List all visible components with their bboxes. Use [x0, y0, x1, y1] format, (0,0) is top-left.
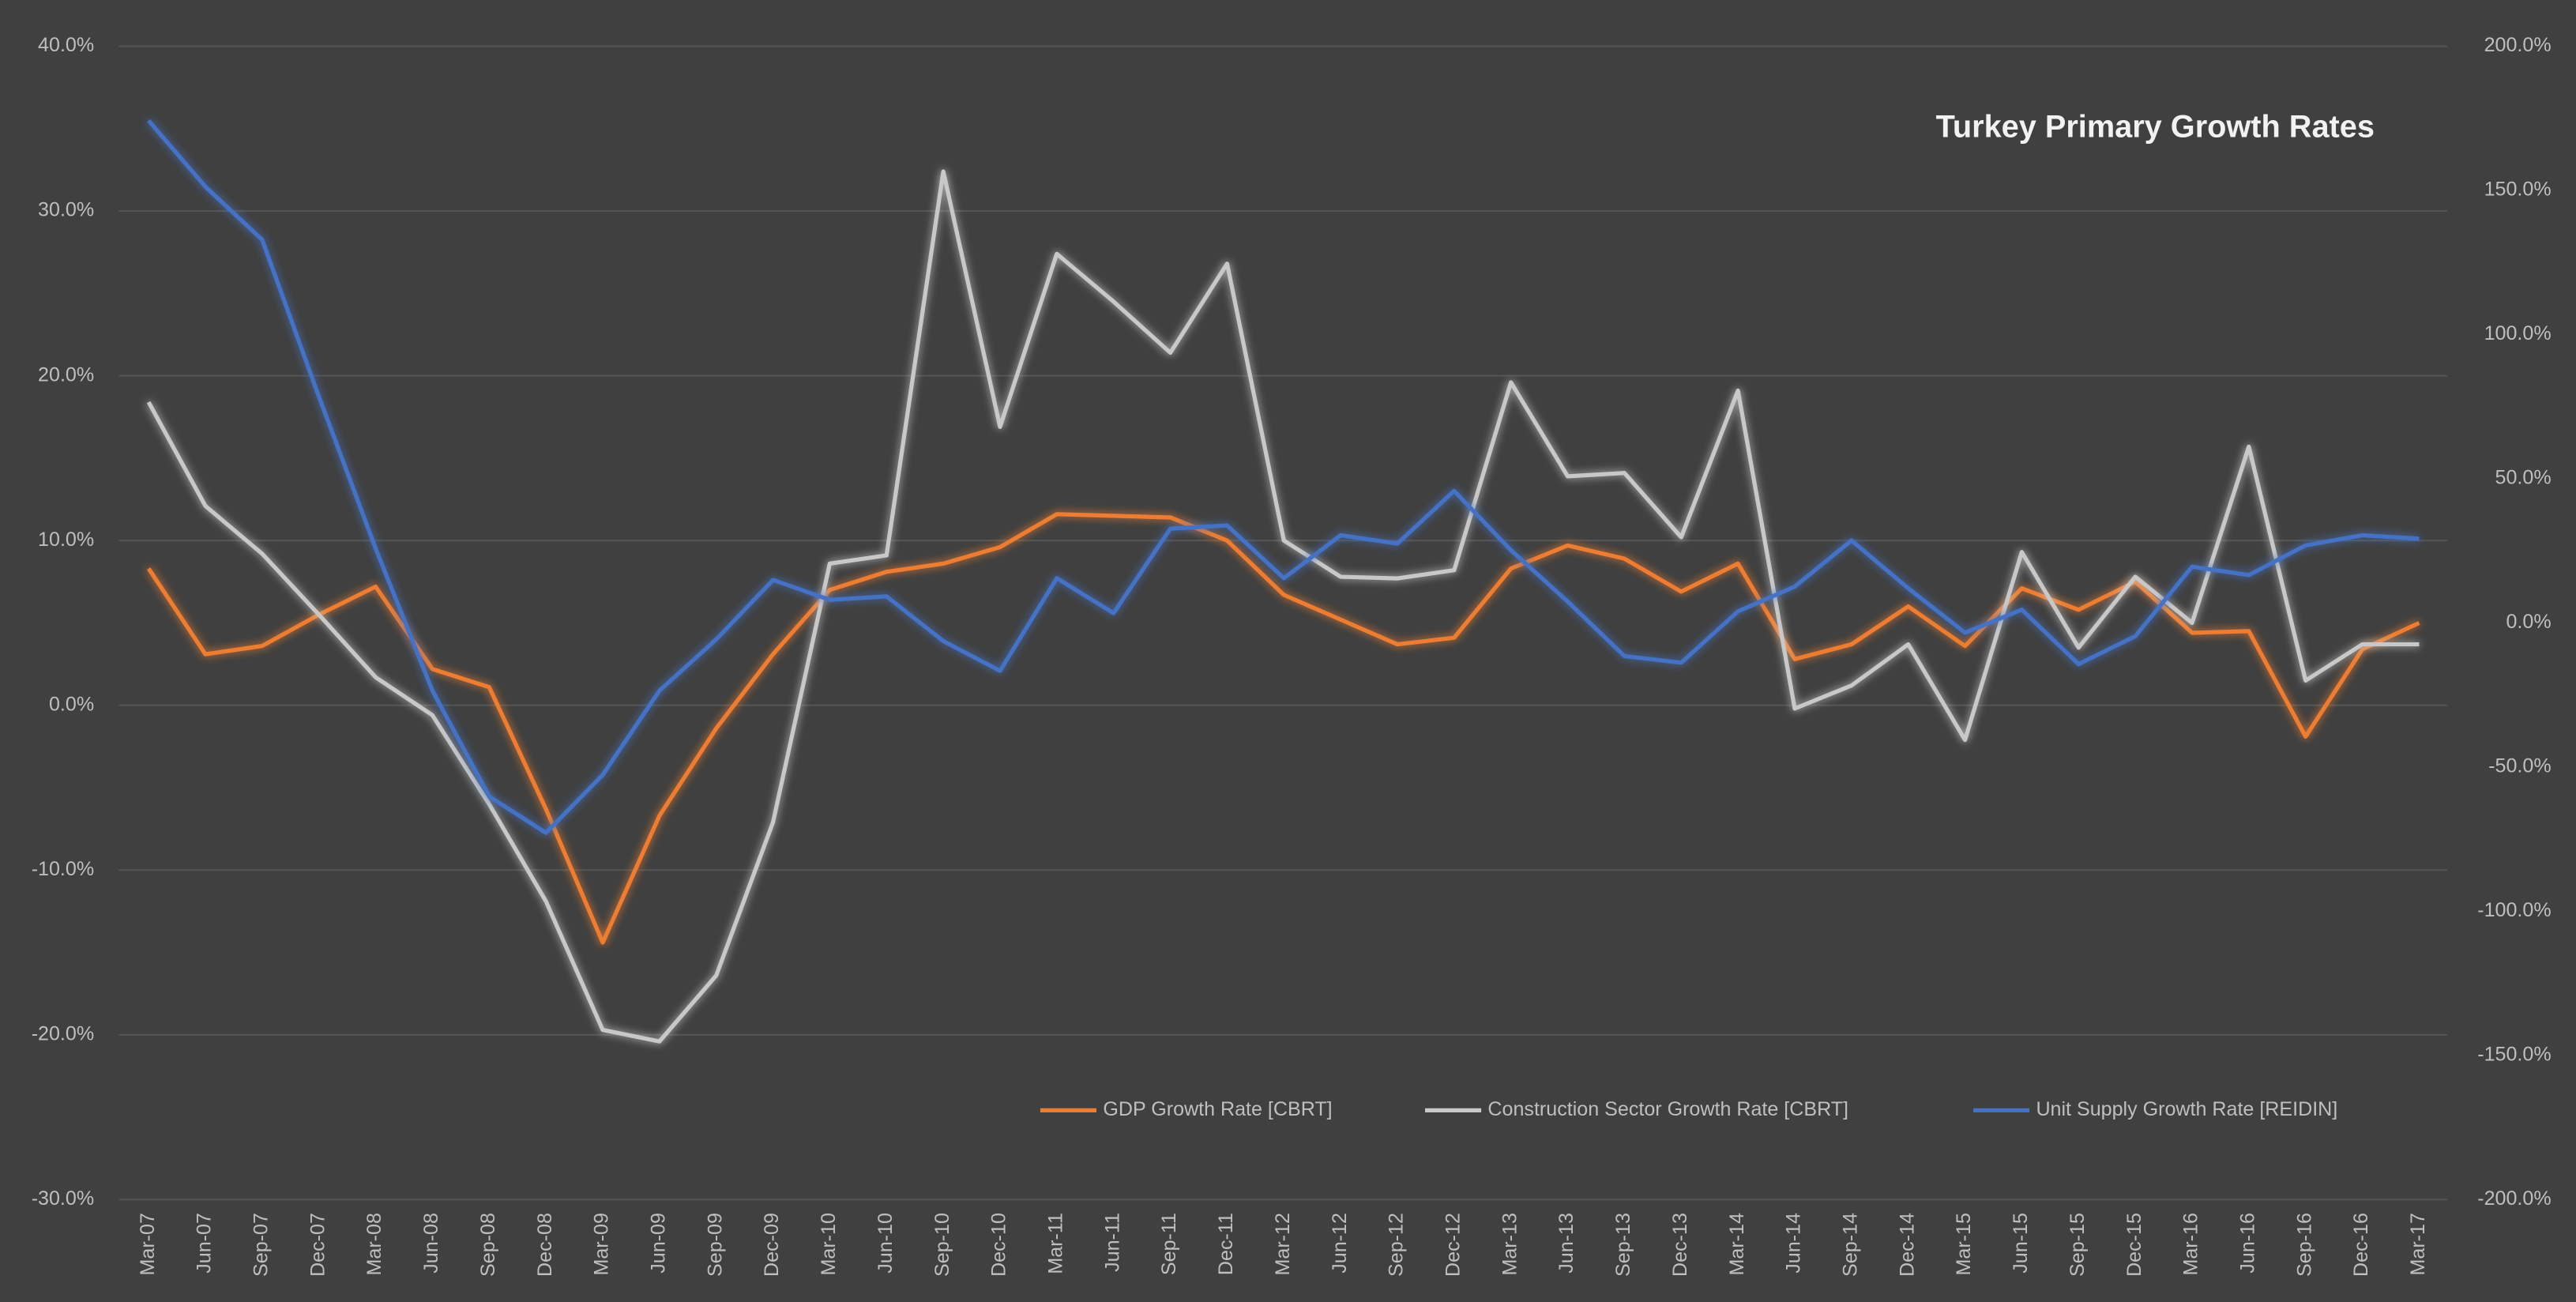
y2-tick-label: 0.0% — [2506, 611, 2551, 633]
y-tick-label: -20.0% — [32, 1022, 94, 1044]
x-tick-label: Dec-12 — [1442, 1213, 1464, 1277]
x-tick-label: Mar-17 — [2407, 1213, 2429, 1275]
x-tick-label: Mar-15 — [1953, 1213, 1975, 1275]
x-tick-label: Dec-07 — [306, 1213, 329, 1277]
y-tick-label: 10.0% — [38, 529, 94, 551]
legend-label: Unit Supply Growth Rate [REIDIN] — [2036, 1098, 2337, 1120]
y-tick-label: 40.0% — [38, 34, 94, 56]
x-tick-label: Jun-12 — [1329, 1213, 1351, 1274]
x-tick-label: Sep-11 — [1158, 1213, 1180, 1275]
x-tick-label: Mar-08 — [363, 1213, 385, 1275]
y-tick-label: -30.0% — [32, 1187, 94, 1210]
legend-label: Construction Sector Growth Rate [CBRT] — [1487, 1098, 1848, 1120]
x-tick-label: Dec-13 — [1669, 1213, 1691, 1277]
x-tick-label: Jun-15 — [2010, 1213, 2032, 1274]
x-tick-label: Sep-10 — [931, 1213, 953, 1277]
x-tick-label: Jun-08 — [420, 1213, 442, 1274]
x-tick-label: Mar-11 — [1044, 1213, 1066, 1274]
x-tick-label: Sep-14 — [1839, 1213, 1861, 1277]
x-tick-label: Dec-08 — [534, 1213, 556, 1277]
x-tick-label: Mar-09 — [591, 1213, 613, 1275]
x-tick-label: Mar-14 — [1726, 1213, 1748, 1276]
x-tick-label: Jun-11 — [1101, 1213, 1123, 1272]
y2-tick-label: 200.0% — [2484, 34, 2552, 56]
x-tick-label: Dec-11 — [1215, 1213, 1237, 1275]
x-tick-label: Sep-08 — [477, 1213, 499, 1277]
x-tick-label: Mar-10 — [818, 1213, 840, 1275]
x-tick-label: Mar-16 — [2180, 1213, 2202, 1275]
x-tick-label: Dec-14 — [1896, 1213, 1918, 1277]
chart-title: Turkey Primary Growth Rates — [1936, 110, 2375, 145]
series-line — [146, 512, 2420, 945]
x-tick-label: Mar-12 — [1272, 1213, 1294, 1275]
x-tick-label: Dec-15 — [2123, 1213, 2145, 1277]
x-tick-label: Dec-09 — [761, 1213, 783, 1277]
x-tick-label: Sep-15 — [2066, 1213, 2089, 1277]
x-tick-label: Sep-12 — [1386, 1213, 1408, 1277]
x-tick-label: Sep-07 — [250, 1213, 272, 1277]
x-tick-label: Jun-16 — [2236, 1213, 2258, 1274]
y2-tick-label: -100.0% — [2477, 899, 2551, 921]
x-tick-label: Sep-09 — [704, 1213, 726, 1277]
y2-tick-label: 100.0% — [2484, 322, 2552, 344]
series-line — [146, 169, 2420, 1044]
x-tick-label: Jun-14 — [1783, 1213, 1805, 1274]
legend-label: GDP Growth Rate [CBRT] — [1103, 1098, 1332, 1120]
x-tick-label: Sep-13 — [1612, 1213, 1634, 1277]
y2-tick-label: 150.0% — [2484, 179, 2552, 201]
x-tick-label: Mar-07 — [137, 1213, 159, 1275]
x-tick-label: Dec-16 — [2350, 1213, 2372, 1277]
y-tick-label: 20.0% — [38, 363, 94, 386]
y2-tick-label: -50.0% — [2488, 755, 2551, 777]
y2-tick-label: -200.0% — [2477, 1187, 2551, 1210]
series-line — [147, 119, 2420, 835]
x-tick-label: Jun-13 — [1555, 1213, 1578, 1274]
x-tick-label: Jun-07 — [194, 1213, 216, 1274]
y-tick-label: 0.0% — [49, 693, 94, 715]
x-tick-label: Sep-16 — [2293, 1213, 2315, 1277]
y-tick-label: -10.0% — [32, 858, 94, 880]
y-tick-label: 30.0% — [38, 199, 94, 221]
x-tick-label: Dec-10 — [988, 1213, 1010, 1277]
y2-tick-label: -150.0% — [2477, 1043, 2551, 1065]
x-tick-label: Mar-13 — [1499, 1213, 1521, 1275]
x-tick-label: Jun-09 — [647, 1213, 669, 1274]
y2-tick-label: 50.0% — [2495, 467, 2552, 489]
x-tick-label: Jun-10 — [874, 1213, 897, 1274]
